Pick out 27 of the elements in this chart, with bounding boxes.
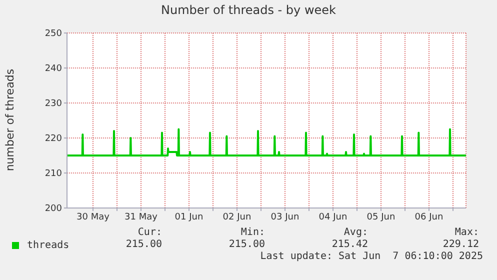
text: 229.12	[442, 239, 479, 250]
text: Last update: Sat Jun 7 06:10:00 2025	[260, 251, 483, 262]
y-tick-label: 240	[44, 64, 62, 74]
x-tick-label: 31 May	[124, 212, 158, 222]
x-tick-label: 04 Jun	[318, 212, 348, 222]
text: 215.00	[126, 239, 162, 250]
x-tick-label: 03 Jun	[270, 212, 300, 222]
y-tick-label: 210	[44, 169, 62, 180]
y-tick-label: 230	[44, 99, 62, 110]
y-tick-label: 200	[44, 204, 62, 214]
x-tick-label: 01 Jun	[174, 212, 204, 222]
line-series	[67, 128, 466, 156]
chart-title: Number of threads - by week	[160, 3, 337, 17]
text: 215.42	[332, 239, 368, 250]
text: Max:	[454, 227, 479, 238]
text: 215.00	[228, 239, 265, 250]
text: Cur:	[138, 227, 162, 238]
y-axis-title: number of threads	[4, 68, 16, 172]
y-tick-label: 220	[44, 134, 62, 144]
x-tick-label: 02 Jun	[222, 212, 252, 222]
x-tick-label: 30 May	[76, 212, 110, 222]
text: Avg:	[344, 227, 368, 238]
y-tick-label: 250	[44, 29, 62, 40]
x-tick-label: 06 Jun	[414, 212, 444, 222]
legend-label: threads	[27, 240, 70, 251]
text: Min:	[240, 227, 265, 238]
x-tick-label: 05 Jun	[366, 212, 396, 222]
